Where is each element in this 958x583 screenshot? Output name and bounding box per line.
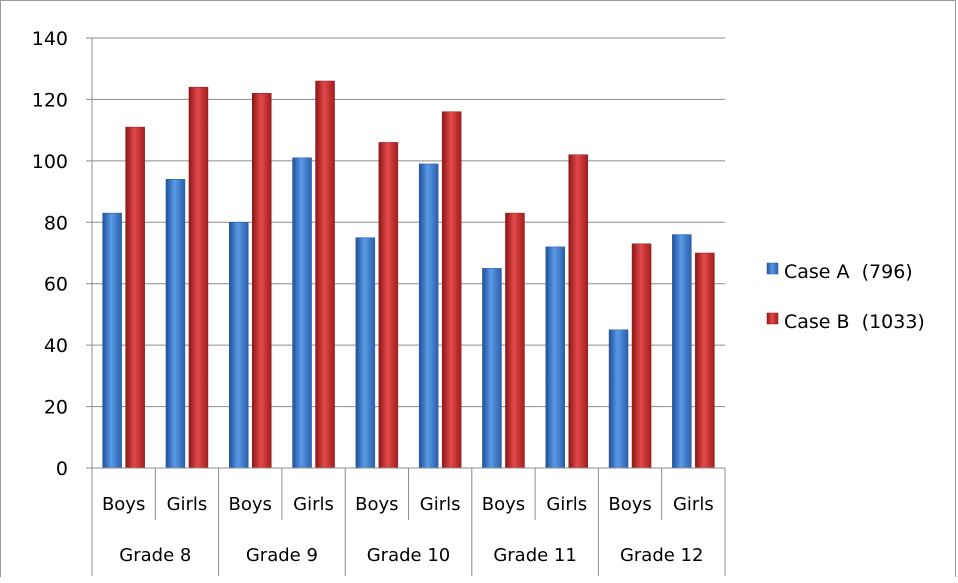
bar-case-b xyxy=(188,86,209,469)
y-tick-label: 100 xyxy=(32,151,68,173)
bar-case-b xyxy=(252,93,272,469)
x-category-label: Boys xyxy=(608,494,651,515)
x-category-label: Girls xyxy=(546,494,587,515)
x-category-label: Boys xyxy=(355,494,398,515)
bar-case-a xyxy=(229,222,249,469)
y-tick-label: 0 xyxy=(56,458,68,480)
x-category-label: Girls xyxy=(673,494,714,515)
legend-swatch-case-b xyxy=(766,312,779,325)
x-group-label: Grade 10 xyxy=(367,545,451,566)
y-tick-label: 40 xyxy=(44,335,68,357)
legend-label-case-b: Case B (1033) xyxy=(784,311,925,333)
bar-case-b xyxy=(125,126,145,469)
bar-case-a xyxy=(545,246,565,469)
bar-case-b xyxy=(441,111,462,469)
x-category-label: Girls xyxy=(167,494,208,515)
x-category-label: Boys xyxy=(482,494,525,515)
bar-case-b xyxy=(568,154,588,469)
y-tick-label: 80 xyxy=(44,212,68,234)
x-group-label: Grade 12 xyxy=(620,545,704,566)
bar-case-a xyxy=(672,234,692,469)
x-group-label: Grade 9 xyxy=(246,545,318,566)
bar-case-a xyxy=(482,268,502,469)
bar-case-a xyxy=(418,163,439,469)
y-tick-label: 20 xyxy=(44,397,68,419)
x-category-label: Girls xyxy=(293,494,334,515)
bar-case-b xyxy=(378,142,399,469)
bar-case-a xyxy=(608,329,629,469)
bar-case-b xyxy=(631,243,652,469)
bar-case-b xyxy=(505,212,525,469)
y-tick-label: 60 xyxy=(44,274,68,296)
y-tick-label: 140 xyxy=(32,28,68,50)
x-group-label: Grade 11 xyxy=(493,545,577,566)
x-group-label: Grade 8 xyxy=(119,545,191,566)
x-category-label: Boys xyxy=(229,494,272,515)
x-category-label: Girls xyxy=(420,494,461,515)
bar-case-a xyxy=(355,237,376,469)
legend-swatch-case-a xyxy=(766,262,779,275)
x-category-label: Boys xyxy=(102,494,145,515)
legend-label-case-a: Case A (796) xyxy=(784,261,913,283)
bar-case-b xyxy=(695,252,715,469)
bar-case-a xyxy=(102,212,122,469)
bar-case-a xyxy=(292,157,312,469)
y-tick-label: 120 xyxy=(32,89,68,111)
bar-case-a xyxy=(165,179,186,469)
bar-case-b xyxy=(315,80,335,469)
